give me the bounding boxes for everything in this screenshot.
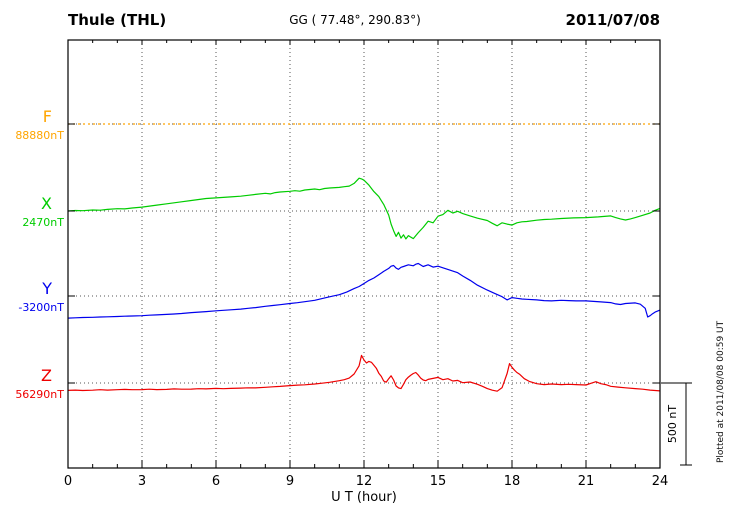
- component-value-F: 88880nT: [15, 129, 64, 142]
- scale-bar-label: 500 nT: [666, 405, 679, 443]
- scale-bar: 500 nT: [661, 382, 692, 466]
- date-label: 2011/07/08: [566, 11, 660, 29]
- station-title: Thule (THL): [68, 11, 166, 29]
- x-tick-label: 9: [286, 474, 294, 489]
- x-tick-label: 21: [578, 474, 595, 489]
- gridlines: [67, 40, 661, 468]
- component-label-Y: Y: [41, 279, 52, 298]
- component-label-X: X: [41, 194, 52, 213]
- component-label-Z: Z: [41, 366, 52, 385]
- trace-Z: [67, 354, 661, 392]
- component-label-F: F: [43, 107, 52, 126]
- x-tick-label: 15: [430, 474, 447, 489]
- series-labels: F 88880nT X 2470nT Y -3200nT Z 56290nT: [15, 107, 64, 401]
- x-tick-label: 12: [356, 474, 373, 489]
- component-value-Y: -3200nT: [18, 301, 64, 314]
- x-tick-label: 18: [504, 474, 521, 489]
- traces: [67, 123, 661, 392]
- x-tick-label: 6: [212, 474, 220, 489]
- axis-ticks: [67, 40, 661, 468]
- trace-X: [67, 177, 661, 240]
- component-value-X: 2470nT: [22, 216, 64, 229]
- plotted-at-label: Plotted at 2011/08/08 00:59 UT: [716, 320, 726, 463]
- trace-Y: [67, 262, 661, 319]
- component-value-Z: 56290nT: [15, 388, 64, 401]
- x-tick-label: 24: [652, 474, 669, 489]
- x-tick-labels: 0 3 6 9 12 15 18 21 24: [64, 474, 668, 489]
- x-tick-label: 3: [138, 474, 146, 489]
- x-tick-label: 0: [64, 474, 72, 489]
- coordinates-label: GG ( 77.48°, 290.83°): [289, 13, 421, 27]
- x-axis-title: U T (hour): [331, 490, 397, 505]
